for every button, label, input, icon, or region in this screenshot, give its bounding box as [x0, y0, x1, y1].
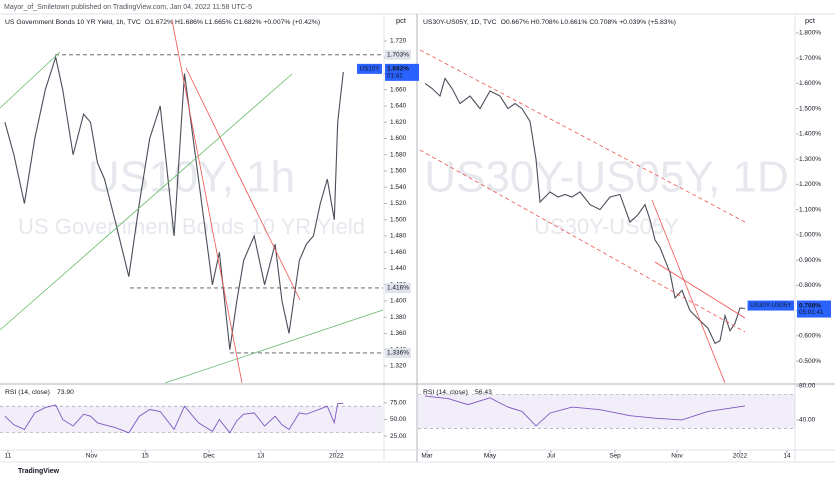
- legend-title: RSI (14, close): [423, 389, 468, 396]
- y-tick-label: 1.720: [390, 38, 407, 45]
- watermark: US10Y, 1h: [88, 153, 295, 202]
- level-box: [385, 282, 411, 293]
- x-tick-label: May: [484, 453, 497, 460]
- legend-title: US Government Bonds 10 YR Yield, 1h, TVC: [5, 19, 141, 26]
- y-tick-label: 40.00: [799, 417, 816, 424]
- watermark: US Government Bonds 10 YR Yield: [18, 214, 365, 239]
- y-tick-label: 25.00: [390, 433, 407, 440]
- y-tick-label: 1.480: [390, 233, 407, 240]
- y-tick-label: 1.540: [390, 184, 407, 191]
- legend-value: 73.90: [57, 389, 74, 396]
- x-tick-label: Dec: [203, 453, 215, 460]
- x-tick-label: 14: [783, 453, 791, 460]
- y-tick-label: 1.560: [390, 168, 407, 175]
- header: Mayor_of_Smiletown published on TradingV…: [4, 4, 252, 11]
- x-tick-label: Nov: [86, 453, 98, 460]
- y-tick-label: 1.100%: [799, 206, 821, 213]
- y-tick-label: 1.660: [390, 86, 407, 93]
- x-tick-label: Sep: [609, 453, 621, 460]
- level-label: 1.703%: [387, 52, 409, 59]
- y-tick-label: 50.00: [390, 416, 407, 423]
- level-label: 1.336%: [387, 350, 409, 357]
- price-tag-countdown: 05:01:41: [799, 309, 824, 316]
- price-tag-name: US30Y-US05Y: [750, 302, 792, 309]
- legend-ohlc: O1.672% H1.686% L1.665% C1.682% +0.007% …: [145, 19, 320, 26]
- trend-line: [651, 199, 726, 384]
- watermark: US30Y-US05Y: [534, 214, 679, 239]
- trend-lines: [0, 19, 746, 384]
- x-tick-label: 2022: [329, 453, 344, 460]
- price-tag-value: 0.708%: [799, 302, 821, 309]
- y-tick-label: 1.200%: [799, 181, 821, 188]
- trend-line: [0, 51, 61, 109]
- y-tick-label: 1.640: [390, 103, 407, 110]
- trend-line: [164, 309, 384, 384]
- series-line: [424, 395, 746, 427]
- y-tick-label: 1.500%: [799, 105, 821, 112]
- y-tick-label: 0.900%: [799, 257, 821, 264]
- trend-line: [185, 67, 301, 301]
- price-tag-name-box: [357, 63, 382, 74]
- y-tick-label: 80.00: [799, 383, 816, 390]
- price-tag-value: 1.682%: [387, 66, 409, 73]
- price-tag-countdown: 01:41: [387, 73, 403, 80]
- rsi-band: [0, 406, 383, 433]
- series-line: [4, 55, 344, 350]
- series-line: [424, 77, 746, 345]
- y-tick-label: 75.00: [390, 400, 407, 407]
- y-tick-label: 1.700%: [799, 55, 821, 62]
- footer-logo: TradingView: [18, 468, 60, 475]
- y-tick-label: 1.500: [390, 216, 407, 223]
- y-tick-label: 1.320: [390, 363, 407, 370]
- y-tick-label: 1.400%: [799, 131, 821, 138]
- level-box: [385, 49, 411, 60]
- x-tick-label: 2022: [733, 453, 748, 460]
- price-tag: [385, 63, 419, 81]
- level-box: [385, 347, 411, 358]
- y-tick-label: 1.300%: [799, 156, 821, 163]
- legend-value: 56.43: [475, 389, 492, 396]
- x-tick-label: 15: [142, 453, 150, 460]
- trend-line: [419, 149, 746, 333]
- trend-line: [654, 261, 746, 319]
- y-tick-label: 1.520: [390, 200, 407, 207]
- x-tick-label: Jul: [547, 453, 556, 460]
- series-line: [4, 403, 344, 434]
- x-tick-label: 13: [257, 453, 265, 460]
- y-tick-label: 0.500%: [799, 358, 821, 365]
- legend-ohlc: O0.667% H0.708% L0.661% C0.708% +0.039% …: [501, 19, 676, 26]
- y-tick-label: 1.620: [390, 119, 407, 126]
- y-tick-label: 0.600%: [799, 333, 821, 340]
- y-tick-label: 1.600%: [799, 80, 821, 87]
- level-label: 1.416%: [387, 285, 409, 292]
- y-tick-label: 1.400: [390, 298, 407, 305]
- y-tick-label: 1.360: [390, 330, 407, 337]
- x-tick-label: Mar: [421, 453, 433, 460]
- trend-line: [0, 73, 293, 331]
- y-tick-label: 1.800%: [799, 30, 821, 37]
- price-tag-name-box: [747, 300, 794, 311]
- y-tick-label: 0.800%: [799, 282, 821, 289]
- y-tick-label: 1.380: [390, 314, 407, 321]
- legend-title: US30Y-US05Y, 1D, TVC: [423, 19, 497, 26]
- x-tick-label: 11: [5, 453, 12, 460]
- watermark: US30Y-US05Y, 1D: [424, 153, 788, 202]
- x-tick-label: Nov: [671, 453, 683, 460]
- y-tick-label: 1.460: [390, 249, 407, 256]
- y-tick-label: 1.580: [390, 151, 407, 158]
- y-tick-label: 1.000%: [799, 232, 821, 239]
- trend-line: [419, 49, 746, 223]
- price-tag: [797, 300, 831, 318]
- price-tag-name: US10Y: [360, 66, 381, 73]
- axis-unit: pct: [396, 16, 407, 25]
- axis-unit: pct: [805, 16, 816, 25]
- trend-line: [171, 19, 243, 384]
- y-tick-label: 1.600: [390, 135, 407, 142]
- legend-title: RSI (14, close): [5, 389, 50, 396]
- y-tick-label: 1.440: [390, 265, 407, 272]
